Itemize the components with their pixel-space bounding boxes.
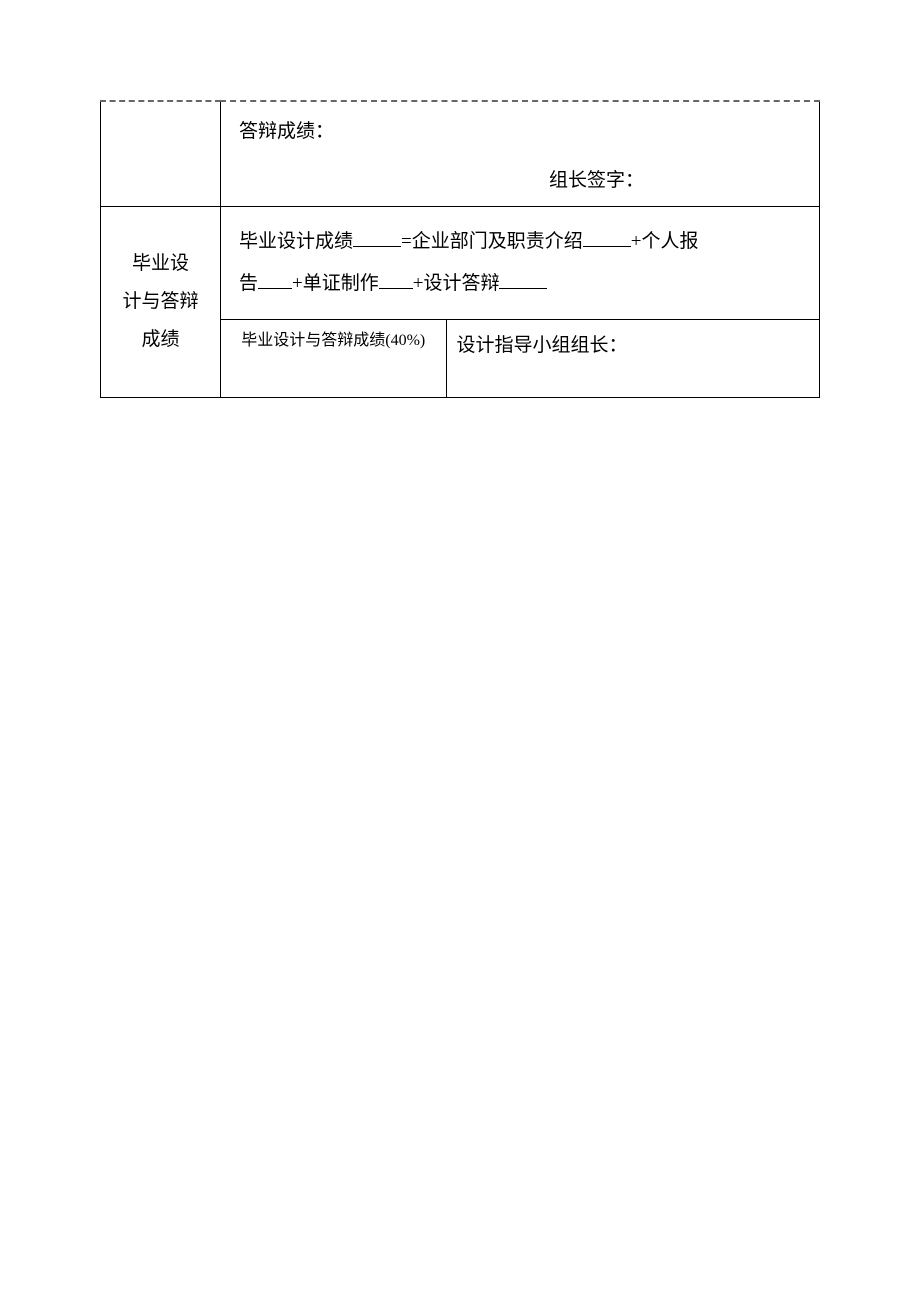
row2-label-cell: 毕业设 计与答辩 成绩 (101, 207, 221, 398)
inner-table: 毕业设计成绩 =企业部门及职责介绍 +个人报告 +单证制作 +设计答辩 毕业设计与答辩成… (221, 207, 819, 397)
leader-signature-label: 组长签字： (239, 165, 801, 192)
bottom-right-cell: 设计指导小组组长： (446, 319, 819, 397)
formula-row: 毕业设计成绩 =企业部门及职责介绍 +个人报告 +单证制作 +设计答辩 (221, 207, 819, 319)
blank-5[interactable] (499, 270, 547, 289)
formula-part4: 告 (239, 273, 258, 294)
formula-part5: +单证制作 (292, 273, 379, 294)
row1-label-cell (101, 101, 221, 207)
row2-label-line3: 成绩 (105, 321, 216, 359)
row1-content-cell: 答辩成绩： 组长签字： (221, 101, 820, 207)
table-row-1: 答辩成绩： 组长签字： (101, 101, 820, 207)
blank-3[interactable] (258, 270, 292, 289)
blank-2[interactable] (583, 228, 631, 247)
formula-cell: 毕业设计成绩 =企业部门及职责介绍 +个人报告 +单证制作 +设计答辩 (221, 207, 819, 319)
grade-table: 答辩成绩： 组长签字： 毕业设 计与答辩 成绩 毕业设计成绩 =企业部门及职责介绍… (100, 100, 820, 398)
design-leader-label: 设计指导小组组长： (457, 335, 628, 356)
formula-part2: =企业部门及职责介绍 (401, 231, 583, 252)
defense-score-label: 答辩成绩： (239, 116, 801, 143)
formula-part1: 毕业设计成绩 (239, 231, 353, 252)
formula-part3: +个人报 (631, 231, 699, 252)
row2-content-cell: 毕业设计成绩 =企业部门及职责介绍 +个人报告 +单证制作 +设计答辩 毕业设计与答辩成… (221, 207, 820, 398)
row2-label-line1: 毕业设 (105, 245, 216, 283)
table-row-2: 毕业设 计与答辩 成绩 毕业设计成绩 =企业部门及职责介绍 +个人报告 +单证制作 +设… (101, 207, 820, 398)
formula-part6: +设计答辩 (413, 273, 500, 294)
row2-label-line2: 计与答辩 (105, 283, 216, 321)
bottom-left-cell: 毕业设计与答辩成绩(40%) (221, 319, 446, 397)
bottom-row: 毕业设计与答辩成绩(40%) 设计指导小组组长： (221, 319, 819, 397)
grade-40-label: 毕业设计与答辩成绩(40%) (241, 332, 425, 349)
blank-1[interactable] (353, 228, 401, 247)
blank-4[interactable] (379, 270, 413, 289)
